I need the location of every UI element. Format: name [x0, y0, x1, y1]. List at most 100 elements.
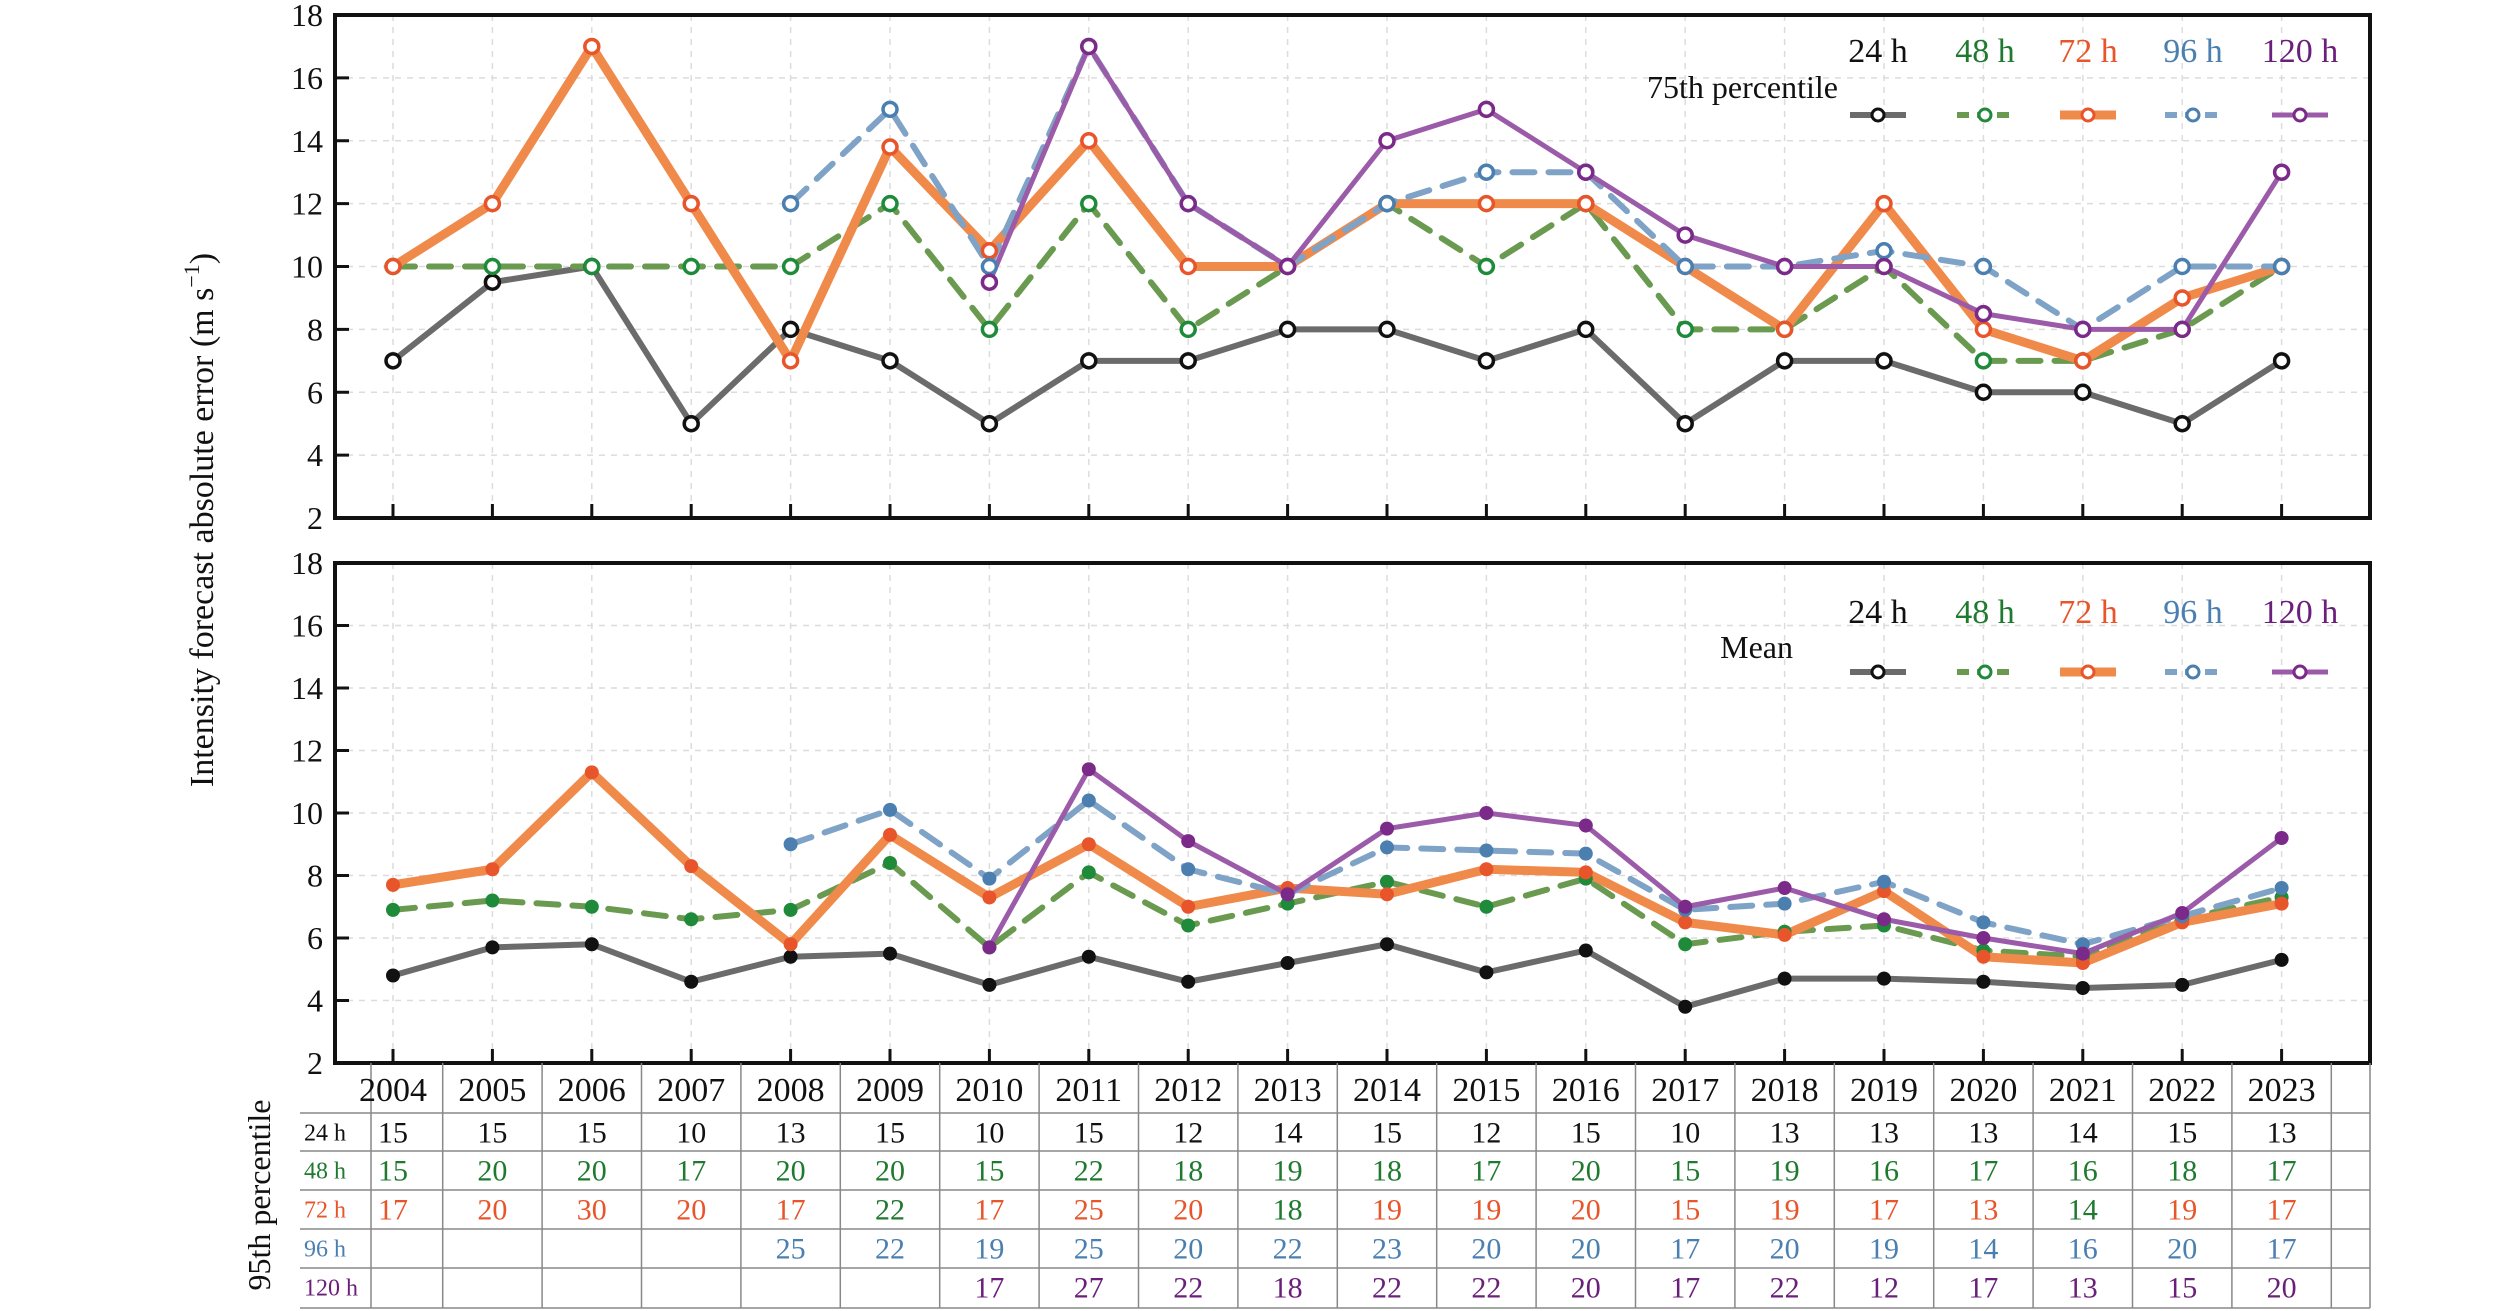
y-tick-label: 16: [291, 608, 323, 644]
y-tick-label: 10: [291, 795, 323, 831]
data-point-24h: [781, 320, 800, 339]
table-cell: 19: [2167, 1193, 2197, 1226]
table-cell: 17: [378, 1193, 408, 1226]
data-point-120h: [2274, 831, 2289, 845]
table-cell: 20: [477, 1193, 507, 1226]
table-cell: 12: [1471, 1116, 1501, 1149]
data-point-24h: [1378, 320, 1396, 339]
data-point-72h: [1775, 320, 1794, 339]
data-point-96h: [1181, 862, 1196, 877]
table-cell: 18: [1173, 1154, 1203, 1187]
legend-label-72h: 72 h: [2058, 33, 2118, 70]
data-point-120h: [1678, 899, 1693, 914]
legend-marker-96h: [2185, 664, 2201, 680]
table-cell: 22: [1074, 1154, 1104, 1187]
table-cell: 15: [1670, 1193, 1700, 1226]
data-point-24h: [1877, 971, 1891, 986]
data-point-24h: [883, 946, 897, 961]
data-point-24h: [2074, 383, 2092, 401]
table-cell: 20: [577, 1154, 607, 1187]
table-row-label: 72 h: [304, 1197, 346, 1223]
table-row-label: 96 h: [304, 1236, 346, 1262]
data-point-24h: [2075, 981, 2090, 995]
table-cell: 10: [1670, 1116, 1700, 1149]
table-header-year: 2023: [2248, 1072, 2316, 1109]
table-cell: 22: [1173, 1271, 1203, 1304]
data-point-120h: [1974, 304, 1993, 323]
data-point-96h: [1974, 257, 1993, 276]
y-tick-label: 18: [291, 0, 323, 33]
table-cell: 15: [2167, 1271, 2197, 1304]
data-point-96h: [883, 802, 897, 817]
table-cell: 23: [1372, 1232, 1402, 1265]
data-point-24h: [1380, 937, 1394, 952]
table-cell: 17: [2267, 1193, 2297, 1226]
data-point-120h: [1081, 762, 1096, 777]
table-cell: 20: [1173, 1193, 1203, 1226]
y-tick-label: 2: [307, 1045, 323, 1081]
data-point-120h: [1877, 912, 1891, 927]
data-point-72h: [384, 257, 402, 276]
data-point-120h: [1875, 257, 1893, 276]
table-cell: 16: [2068, 1232, 2098, 1265]
table-cell: 17: [974, 1193, 1004, 1226]
data-point-72h: [2074, 352, 2092, 370]
table-cell: 14: [2068, 1116, 2098, 1149]
table-cell: 20: [2167, 1232, 2197, 1265]
legend-marker-120h: [2292, 107, 2308, 123]
table-cell: 30: [577, 1193, 607, 1226]
table-cell: 13: [1770, 1116, 1800, 1149]
table-cell: 17: [1670, 1232, 1700, 1265]
legend-marker-72h: [2080, 107, 2096, 123]
data-point-96h: [1777, 896, 1792, 911]
table-cell: 15: [974, 1154, 1004, 1187]
table-cell: 10: [676, 1116, 706, 1149]
table-header-year: 2014: [1353, 1072, 1421, 1109]
table-cell: 19: [974, 1232, 1004, 1265]
table-row-label: 120 h: [304, 1275, 358, 1301]
data-point-24h: [1676, 414, 1694, 433]
legend-label-120h: 120 h: [2262, 594, 2339, 631]
table-cell: 20: [477, 1154, 507, 1187]
series-line-120h: [986, 43, 2285, 332]
data-point-24h: [483, 273, 502, 291]
data-point-72h: [1577, 194, 1595, 213]
table-cell: 14: [1968, 1232, 1998, 1265]
data-point-120h: [1179, 194, 1197, 213]
table-cell: 19: [1869, 1232, 1899, 1265]
data-point-24h: [1777, 971, 1792, 986]
data-point-24h: [384, 352, 402, 370]
data-point-120h: [1380, 821, 1394, 836]
data-point-24h: [1280, 956, 1295, 970]
legend-label-120h: 120 h: [2262, 33, 2339, 70]
data-point-120h: [2075, 946, 2090, 961]
table-header-year: 2012: [1154, 1072, 1222, 1109]
data-point-24h: [1278, 320, 1297, 339]
table-row-label: 24 h: [304, 1120, 346, 1146]
data-point-96h: [1976, 915, 1991, 930]
bottom-panel: 2 4 6 8 10 12 14 16 18 Mean 24 h 48 h 72 h 96 h 120 h: [291, 545, 2372, 1081]
data-point-24h: [1974, 383, 1993, 401]
data-point-96h: [2274, 881, 2289, 895]
y-tick-label: 6: [307, 374, 323, 410]
legend-marker-72h: [2080, 664, 2096, 680]
table-header-year: 2020: [1949, 1072, 2017, 1109]
legend-marker-120h: [2292, 664, 2308, 680]
data-point-48h: [1676, 320, 1694, 339]
data-point-72h: [1976, 949, 1991, 964]
table-header-year: 2018: [1751, 1072, 1819, 1109]
table-cell: 13: [2068, 1271, 2098, 1304]
data-point-48h: [1380, 874, 1394, 889]
table-cell: 15: [1074, 1116, 1104, 1149]
y-tick-label: 2: [307, 500, 323, 536]
data-point-48h: [1081, 865, 1096, 880]
y-tick-label: 16: [291, 60, 323, 96]
data-point-120h: [1080, 37, 1098, 56]
table-header-year: 2015: [1452, 1072, 1520, 1109]
data-point-72h: [1974, 320, 1993, 339]
data-point-120h: [1280, 887, 1295, 902]
data-point-120h: [1278, 257, 1297, 276]
data-point-72h: [684, 859, 699, 874]
data-point-24h: [1479, 965, 1494, 980]
legend-label-24h: 24 h: [1848, 33, 1908, 70]
